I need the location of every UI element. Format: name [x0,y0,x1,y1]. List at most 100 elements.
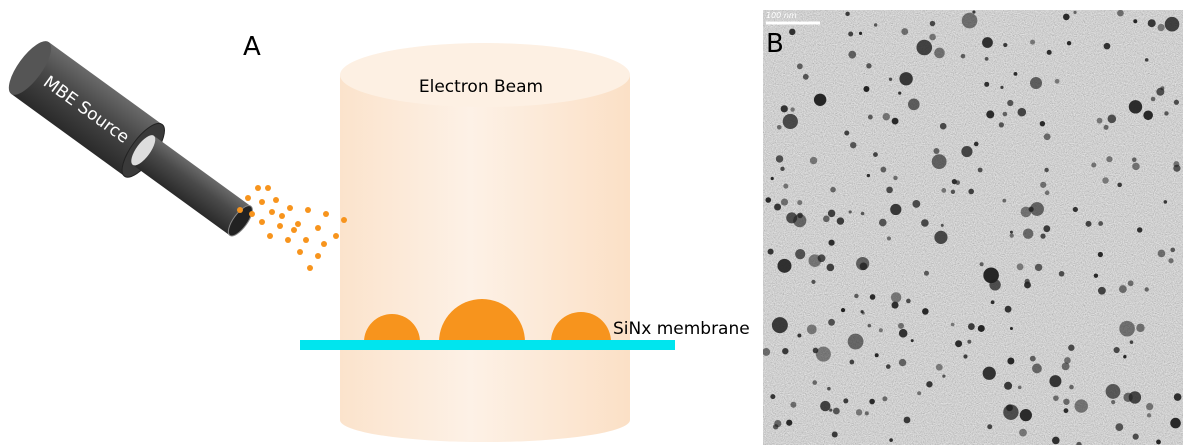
nanoparticle [1018,386,1022,390]
nanoparticle [789,29,795,35]
nanoparticle [1032,364,1042,374]
nanoparticle [1014,72,1018,76]
nanoparticle [991,300,995,304]
nanoparticle [1030,356,1036,362]
electron-beam [340,43,630,442]
nanoparticle [1055,79,1060,84]
nanoparticle [1068,345,1074,351]
nanoparticle [859,32,862,35]
particles [237,185,347,271]
nanoparticle [1064,357,1071,364]
nanoparticle [1052,437,1060,445]
particle [267,233,273,239]
particle [269,209,275,215]
nanoparticle [1040,234,1045,239]
nanoparticle [828,210,835,217]
nanoparticle [832,432,838,438]
nanoparticle [827,387,831,391]
particle [285,237,291,243]
nanoparticle [1173,165,1180,172]
nanoparticle [1170,248,1175,253]
nanoparticle [777,125,782,130]
nanoparticle [985,57,989,61]
nanoparticle [1158,250,1166,258]
nanoparticle [1151,97,1156,102]
nanoparticle [1003,405,1018,420]
nanoparticle [1094,273,1098,277]
nanoparticle [873,152,878,157]
nanoparticle [891,292,901,302]
nanoparticle [883,113,890,120]
nanoparticle [934,48,945,59]
nanoparticle [936,364,943,371]
particle [305,207,311,213]
nanoparticle [952,179,957,184]
nanoparticle [833,408,840,415]
membrane [300,340,675,350]
nanoparticle [916,40,932,56]
nanoparticle [886,364,891,369]
beam-label: Electron Beam [419,77,543,97]
nanoparticle [1017,263,1024,270]
nanoparticle [917,391,921,395]
nanoparticle [1049,375,1061,387]
nanoparticle [1114,347,1120,353]
nanoparticle [892,302,899,309]
nanoparticle [868,115,873,120]
nanoparticle [942,375,945,378]
nanoparticle [781,198,788,205]
particle [295,221,301,227]
nanoparticle [768,249,774,255]
nanoparticle [1010,234,1014,238]
nanoparticle [797,333,801,337]
nanoparticle [848,334,864,350]
particle [303,237,309,243]
nanoparticle [972,10,975,13]
nanoparticle [1040,182,1046,188]
particle [265,185,271,191]
nanoparticle [1073,11,1076,14]
nanoparticle [893,176,897,180]
nanoparticle [1035,264,1042,271]
nanoparticle [1148,19,1156,27]
nanoparticle [868,324,872,328]
nanoparticle [1129,391,1141,403]
nanoparticle [1098,221,1103,226]
particle [259,219,265,225]
nanoparticle [820,401,830,411]
particle [255,185,261,191]
nanoparticle [879,219,887,227]
nanoparticle [1063,399,1069,405]
nanoparticle [978,325,985,332]
nanoparticle [1069,385,1074,390]
nanoparticle [922,308,929,315]
nanoparticle [861,310,864,313]
membrane-label: SiNx membrane [613,319,750,339]
nanoparticle [1111,400,1115,404]
nanoparticle [1133,19,1137,23]
nanoparticle [1117,183,1122,188]
nanoparticle [933,148,939,154]
nanoparticle [968,323,975,330]
nanoparticle [978,168,983,173]
nanoparticle [1075,399,1088,412]
nanoparticle [848,51,856,59]
nanoparticle [1156,440,1161,445]
nanoparticle [1010,327,1013,330]
nanoparticle [803,74,809,80]
nanoparticle [875,353,879,357]
nanoparticle [1144,287,1148,291]
nanoparticle [1091,163,1096,168]
nanoparticle [1158,24,1165,31]
figure: A Electron Beam SiNx membrane MBE Source… [0,0,1183,445]
nanoparticle [1030,77,1042,89]
nanoparticle [1147,413,1151,417]
nanoparticle [1098,252,1103,257]
nanoparticle [783,114,798,129]
nanoparticle [1019,429,1027,437]
nanoparticle [989,279,1000,290]
nanoparticle [882,396,887,401]
nanoparticle [783,184,788,189]
particle [277,223,283,229]
particle [291,227,297,233]
